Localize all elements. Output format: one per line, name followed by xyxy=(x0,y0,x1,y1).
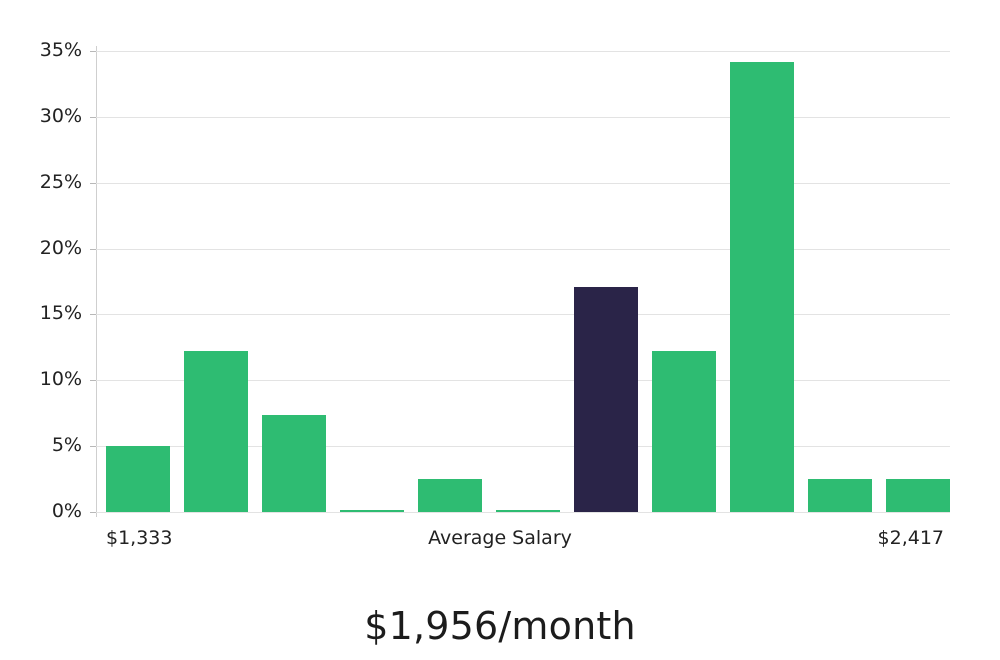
bars-group xyxy=(96,51,950,512)
bar[interactable] xyxy=(184,351,248,512)
y-tick-mark xyxy=(90,380,96,382)
y-tick-mark xyxy=(90,248,96,250)
gridline xyxy=(96,248,950,250)
gridline xyxy=(96,116,950,118)
y-tick-mark xyxy=(90,182,96,184)
y-tick-label: 0% xyxy=(51,500,82,522)
y-axis-line xyxy=(96,46,97,517)
bar-highlighted[interactable] xyxy=(574,287,638,512)
bar[interactable] xyxy=(730,61,794,512)
bar[interactable] xyxy=(106,446,170,512)
y-tick-label: 25% xyxy=(39,170,82,193)
x-axis-label-center: Average Salary xyxy=(428,527,572,549)
y-tick-label: 20% xyxy=(39,236,82,259)
bar[interactable] xyxy=(886,479,950,512)
bar[interactable] xyxy=(340,510,404,512)
plot-area: 0% 5% 10% 15% 20% 25% 30% 35% xyxy=(40,39,950,522)
bar[interactable] xyxy=(496,510,560,512)
bar[interactable] xyxy=(262,415,326,512)
y-tick-mark xyxy=(90,314,96,316)
y-tick-mark xyxy=(90,446,96,448)
gridline xyxy=(96,380,950,382)
chart-caption: $1,956/month xyxy=(364,604,636,648)
x-axis-label-right: $2,417 xyxy=(877,527,944,549)
y-tick-label: 10% xyxy=(39,368,82,391)
gridline xyxy=(96,51,950,52)
bar[interactable] xyxy=(652,350,716,512)
y-tick-label: 35% xyxy=(39,39,82,61)
y-tick-mark xyxy=(90,116,96,118)
gridline xyxy=(96,314,950,316)
y-tick-label: 30% xyxy=(39,104,82,127)
y-tick-mark xyxy=(90,512,96,513)
y-tick-label: 15% xyxy=(39,302,82,325)
gridline xyxy=(96,512,950,513)
x-axis-label-left: $1,333 xyxy=(106,527,173,549)
y-tick-mark xyxy=(90,51,96,52)
bar[interactable] xyxy=(418,479,482,512)
y-tick-label: 5% xyxy=(51,434,82,457)
gridline xyxy=(96,182,950,184)
gridline xyxy=(96,446,950,448)
bar[interactable] xyxy=(808,479,872,512)
